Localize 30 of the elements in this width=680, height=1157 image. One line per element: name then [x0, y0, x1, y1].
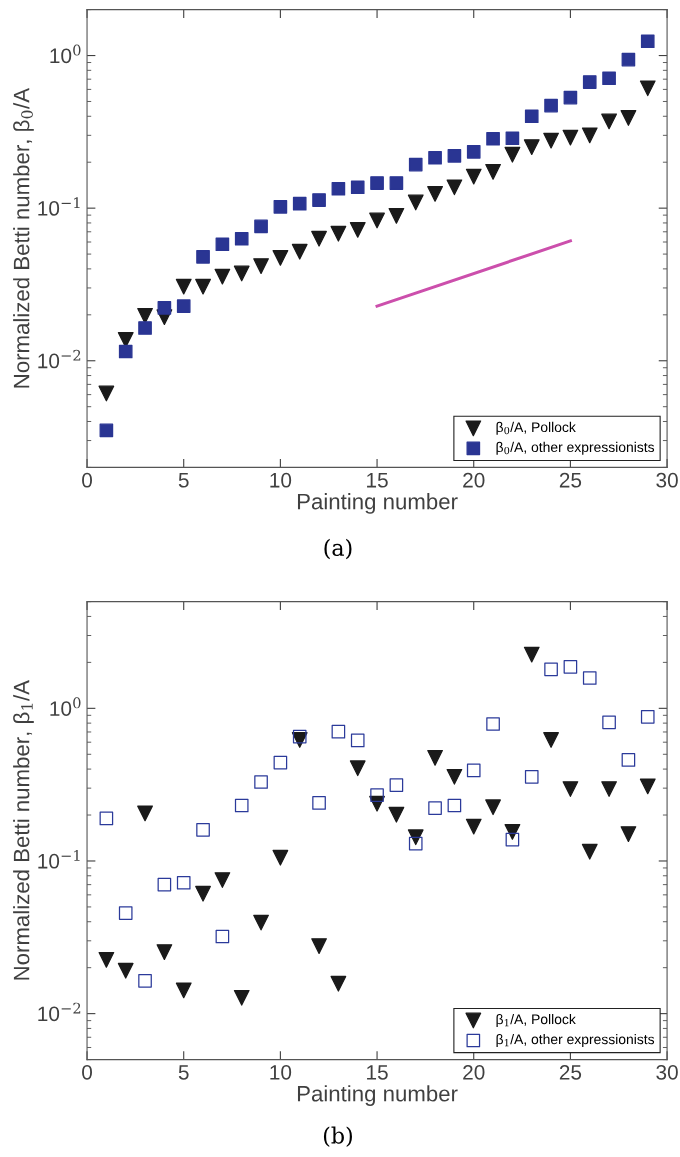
y-tick-label: 10$^{−1}$ [38, 849, 80, 869]
x-axis-title: Painting number [297, 493, 458, 514]
y-tick-label: 10$^{0}$ [50, 697, 81, 716]
legend-label: β$_{1}$/A, Pollock [496, 1014, 576, 1027]
y-tick-label: 10$^{−1}$ [38, 197, 80, 216]
legend-label: β$_{0}$/A, Pollock [496, 421, 576, 435]
y-axis-title: Normalized Betti number, β$_{0}$/A [13, 87, 34, 388]
x-tick-label: 15 [367, 1065, 388, 1080]
y-tick-label: 10$^{−2}$ [38, 349, 81, 369]
y-axis-title: Normalized Betti number, β$_{1}$/A [13, 680, 34, 980]
text: (a) [324, 538, 352, 560]
x-tick-label: 20 [463, 472, 485, 488]
x-tick-label: 5 [178, 1065, 189, 1080]
x-tick-label: 30 [656, 1064, 678, 1080]
x-tick-label: 20 [463, 1064, 485, 1080]
x-tick-label: 5 [178, 473, 189, 488]
y-tick-label: 10$^{0}$ [50, 44, 81, 64]
x-tick-label: 0 [82, 1064, 93, 1080]
x-tick-label: 10 [270, 472, 292, 488]
legend-label: β$_{0}$/A, other expressionists [496, 441, 655, 455]
x-tick-label: 0 [82, 472, 93, 488]
x-tick-label: 10 [270, 1064, 292, 1080]
x-tick-label: 25 [559, 1064, 582, 1080]
x-tick-label: 25 [559, 472, 582, 488]
y-tick-label: 10$^{−2}$ [38, 1002, 81, 1022]
text: (b) [323, 1126, 352, 1147]
x-tick-label: 15 [367, 473, 388, 488]
legend-label: β$_{1}$/A, other expressionists [496, 1034, 655, 1047]
x-axis-title: Painting number [297, 1085, 458, 1106]
x-tick-label: 30 [656, 472, 678, 488]
